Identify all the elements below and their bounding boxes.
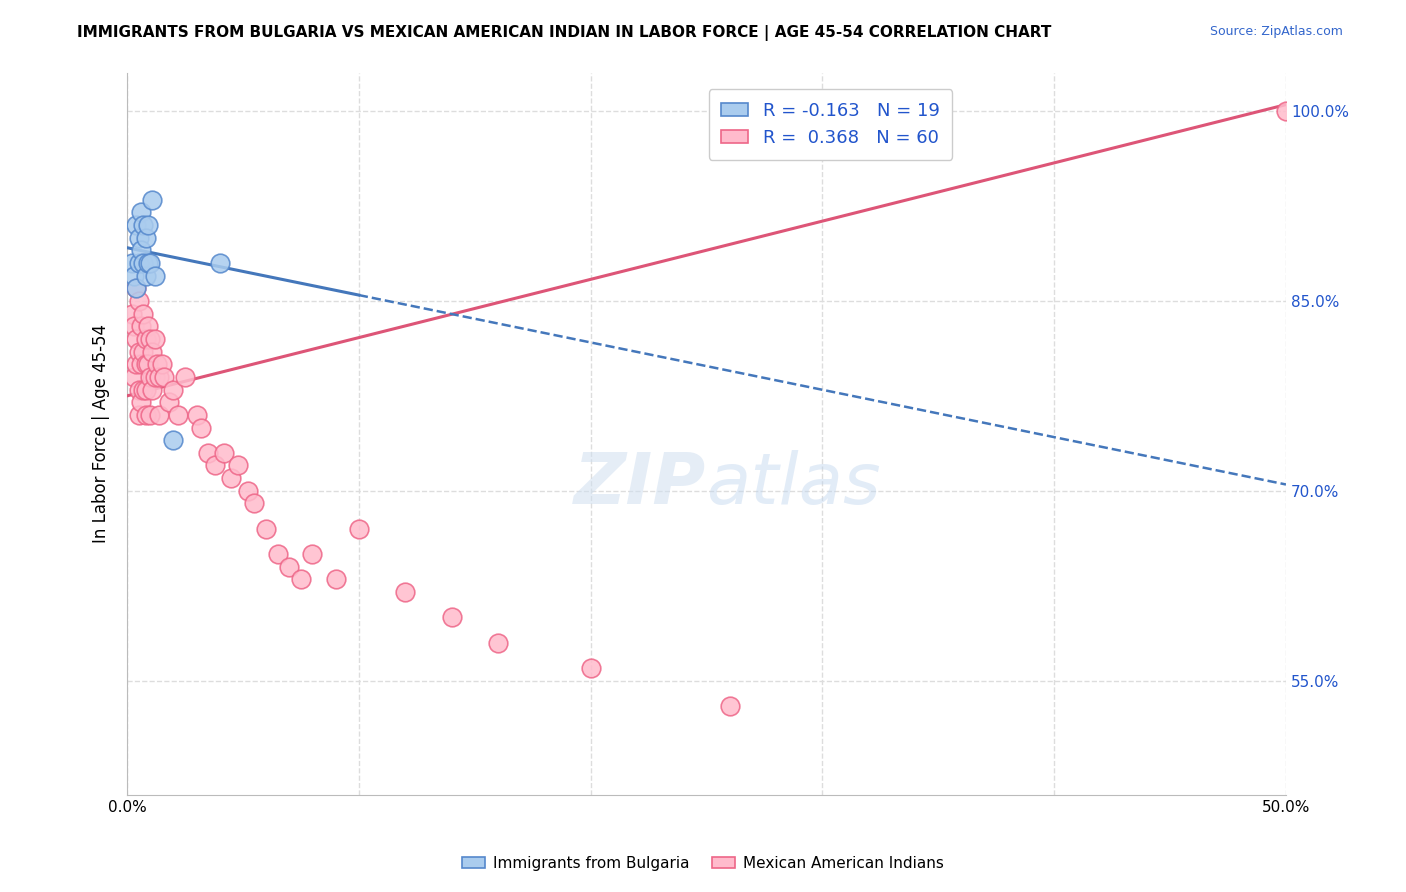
Point (226, 458, 249, 473)
Point (128, 230, 150, 244)
Point (394, 585, 416, 599)
Point (243, 496, 266, 510)
Point (150, 357, 173, 371)
Point (290, 573, 312, 587)
Point (579, 661, 602, 675)
Y-axis label: In Labor Force | Age 45-54: In Labor Force | Age 45-54 (93, 325, 110, 543)
Point (129, 319, 152, 334)
Point (347, 522, 370, 536)
Point (204, 458, 226, 473)
Point (135, 268, 157, 283)
Point (139, 369, 162, 384)
Point (266, 547, 288, 561)
Point (278, 559, 301, 574)
Point (122, 369, 145, 384)
Text: atlas: atlas (706, 450, 882, 519)
Point (132, 383, 155, 397)
Point (141, 193, 163, 207)
Point (122, 319, 145, 334)
Point (190, 420, 212, 434)
Point (132, 307, 155, 321)
Point (125, 332, 148, 346)
Point (139, 256, 162, 270)
Point (301, 547, 323, 561)
Text: Source: ZipAtlas.com: Source: ZipAtlas.com (1209, 25, 1343, 38)
Point (125, 281, 148, 295)
Point (128, 256, 150, 270)
Point (121, 307, 143, 321)
Point (121, 256, 143, 270)
Point (125, 281, 148, 295)
Point (129, 205, 152, 219)
Point (136, 256, 159, 270)
Point (174, 369, 197, 384)
Point (125, 218, 148, 232)
Point (135, 408, 157, 422)
Point (139, 332, 162, 346)
Point (148, 369, 170, 384)
Point (214, 446, 236, 460)
Point (129, 357, 152, 371)
Point (146, 357, 169, 371)
Point (162, 433, 184, 447)
Point (254, 522, 277, 536)
Point (141, 383, 163, 397)
Point (162, 383, 184, 397)
Point (136, 218, 159, 232)
Point (135, 357, 157, 371)
Point (136, 357, 159, 371)
Point (132, 218, 155, 232)
Point (135, 332, 157, 346)
Point (128, 408, 150, 422)
Point (157, 395, 180, 409)
Legend: R = -0.163   N = 19, R =  0.368   N = 60: R = -0.163 N = 19, R = 0.368 N = 60 (709, 89, 952, 160)
Point (440, 610, 463, 624)
Point (486, 636, 509, 650)
Point (143, 268, 166, 283)
Point (148, 408, 170, 422)
Point (236, 483, 259, 498)
Point (325, 573, 347, 587)
Point (122, 268, 145, 283)
Point (129, 395, 152, 409)
Text: ZIP: ZIP (574, 450, 706, 519)
Point (141, 344, 163, 359)
Point (718, 699, 741, 714)
Point (135, 383, 157, 397)
Point (135, 230, 157, 244)
Point (132, 344, 155, 359)
Point (128, 383, 150, 397)
Point (139, 408, 162, 422)
Text: IMMIGRANTS FROM BULGARIA VS MEXICAN AMERICAN INDIAN IN LABOR FORCE | AGE 45-54 C: IMMIGRANTS FROM BULGARIA VS MEXICAN AMER… (77, 25, 1052, 41)
Point (128, 344, 150, 359)
Point (1275, 103, 1298, 118)
Point (129, 244, 152, 258)
Point (221, 471, 243, 485)
Point (208, 256, 231, 270)
Point (143, 332, 166, 346)
Point (128, 293, 150, 308)
Point (143, 369, 166, 384)
Point (186, 408, 208, 422)
Point (136, 319, 159, 334)
Point (125, 357, 148, 371)
Point (153, 369, 176, 384)
Point (167, 408, 190, 422)
Point (197, 446, 219, 460)
Point (132, 256, 155, 270)
Legend: Immigrants from Bulgaria, Mexican American Indians: Immigrants from Bulgaria, Mexican Americ… (456, 850, 950, 877)
